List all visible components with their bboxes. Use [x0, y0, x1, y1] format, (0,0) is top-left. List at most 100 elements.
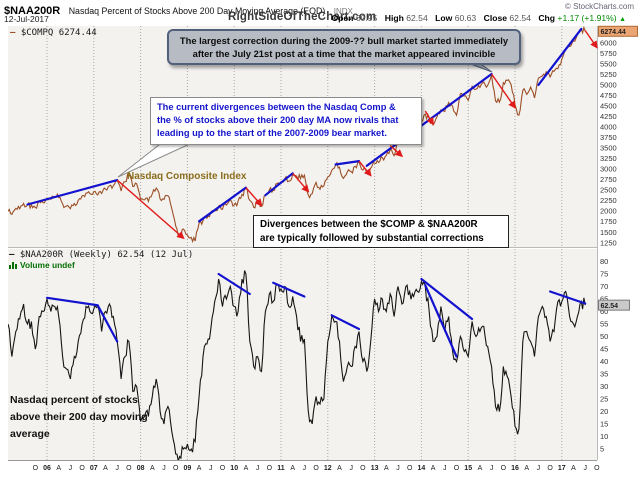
correction-arrow	[245, 187, 263, 207]
y-tick-label: 5000	[600, 80, 617, 89]
x-month-label: O	[547, 465, 553, 472]
annotation-divergence-callout: The current divergences between the Nasd…	[150, 97, 422, 145]
annotation-line: are typically followed by substantial co…	[260, 232, 484, 244]
open-label: Open	[331, 13, 354, 23]
y-tick-label: 45	[600, 345, 608, 354]
y-tick-label: 15	[600, 420, 608, 429]
x-month-label: J	[303, 465, 307, 472]
x-month-label: A	[290, 465, 295, 472]
watermark: RightSideOfTheChart.com	[228, 11, 377, 23]
annotation-line: Divergences between the $COMP & $NAA200R	[260, 219, 478, 230]
caption-line: average	[10, 427, 50, 440]
compq-legend-text: $COMPQ 6274.44	[20, 28, 97, 38]
trendline-bottom	[217, 272, 251, 296]
trendline-bottom	[45, 296, 119, 343]
chg-label: Chg	[538, 13, 556, 23]
y-tick-label: 10	[600, 432, 608, 441]
correction-arrow	[389, 145, 404, 158]
trendline-bottom	[272, 281, 306, 298]
y-tick-label: 75	[600, 270, 608, 279]
x-month-label: O	[594, 465, 600, 472]
trendline-top	[198, 186, 247, 223]
x-month-label: A	[431, 465, 436, 472]
x-month-label: O	[33, 465, 39, 472]
top-panel-legend: — $COMPQ 6274.44	[10, 28, 97, 38]
x-month-label: J	[396, 465, 400, 472]
x-month-label: O	[79, 465, 85, 472]
y-tick-label: 1500	[600, 228, 617, 237]
y-tick-label: 3000	[600, 165, 617, 174]
trendline-bottom	[424, 284, 458, 358]
annotation-line: after the July 21st post at a time that …	[192, 48, 496, 60]
x-month-label: O	[501, 465, 507, 472]
x-month-label: A	[103, 465, 108, 472]
y-tick-label: 4250	[600, 112, 617, 121]
y-tick-label: 60	[600, 307, 608, 316]
trendline-top	[334, 160, 361, 166]
chart-title: Nasdaq Percent of Stocks Above 200 Day M…	[68, 6, 326, 16]
bottom-panel-background	[8, 249, 597, 460]
x-month-label: J	[115, 465, 119, 472]
y-tick-label: 2250	[600, 196, 617, 205]
close-label: Close	[483, 13, 508, 23]
y-tick-label: 6000	[600, 38, 617, 47]
naa200r-legend-text: $NAA200R (Weekly) 62.54 (12 Jul)	[19, 250, 194, 260]
y-tick-label: 70	[600, 282, 608, 291]
x-month-label: A	[478, 465, 483, 472]
y-tick-label: 65	[600, 295, 608, 304]
bottom-panel-caption: Nasdaq percent of stocks above their 200…	[10, 392, 148, 442]
y-tick-label: 5250	[600, 70, 617, 79]
y-tick-label: 80	[600, 257, 608, 266]
x-month-label: A	[337, 465, 342, 472]
x-month-label: J	[162, 465, 166, 472]
x-month-label: J	[537, 465, 541, 472]
x-year-label: 11	[277, 465, 285, 472]
annotation-line: the % of stocks above their 200 day MA n…	[157, 115, 399, 126]
trendline-bottom	[330, 314, 361, 331]
y-tick-label: 3250	[600, 154, 617, 163]
chart-date: 12-Jul-2017	[4, 14, 49, 24]
x-year-label: 16	[511, 465, 519, 472]
x-month-label: J	[209, 465, 213, 472]
bottom-panel-legend: — $NAA200R (Weekly) 62.54 (12 Jul)	[9, 250, 193, 260]
naa200r-last-price-box	[598, 299, 630, 311]
x-month-label: O	[267, 465, 273, 472]
compq-line-swatch: —	[10, 28, 16, 38]
compq-last-price-box	[598, 25, 638, 37]
chart-header: $NAA200R Nasdaq Percent of Stocks Above …	[4, 1, 353, 19]
x-month-label: J	[69, 465, 73, 472]
x-month-label: O	[313, 465, 319, 472]
high-value: 62.54	[406, 13, 428, 23]
trendline-top	[537, 27, 583, 87]
y-tick-label: 2500	[600, 186, 617, 195]
x-year-label: 17	[558, 465, 566, 472]
ticker-symbol: $NAA200R	[4, 5, 61, 17]
y-tick-label: 3500	[600, 144, 617, 153]
exchange-label: INDX	[333, 7, 353, 16]
x-month-label: O	[454, 465, 460, 472]
low-label: Low	[435, 13, 453, 23]
y-tick-label: 5	[600, 445, 604, 454]
caption-line: Nasdaq percent of stocks	[10, 394, 138, 406]
y-tick-label: 3750	[600, 133, 617, 142]
y-tick-label: 20	[600, 407, 608, 416]
y-tick-label: 35	[600, 370, 608, 379]
trendline-top	[264, 172, 294, 197]
correction-arrow	[584, 30, 598, 49]
x-month-label: A	[571, 465, 576, 472]
x-year-label: 14	[418, 465, 426, 472]
x-month-label: O	[407, 465, 413, 472]
compq-price-line	[8, 26, 586, 244]
annotation-line: The current divergences between the Nasd…	[157, 102, 396, 112]
x-month-label: O	[220, 465, 226, 472]
naa200r-price-line	[8, 270, 586, 460]
y-tick-label: 5750	[600, 49, 617, 58]
y-tick-label: 5500	[600, 59, 617, 68]
y-tick-label: 30	[600, 382, 608, 391]
x-month-label: J	[256, 465, 260, 472]
correction-arrow	[358, 160, 372, 177]
high-label: High	[384, 13, 404, 23]
x-month-label: O	[126, 465, 132, 472]
y-tick-label: 40	[600, 357, 608, 366]
